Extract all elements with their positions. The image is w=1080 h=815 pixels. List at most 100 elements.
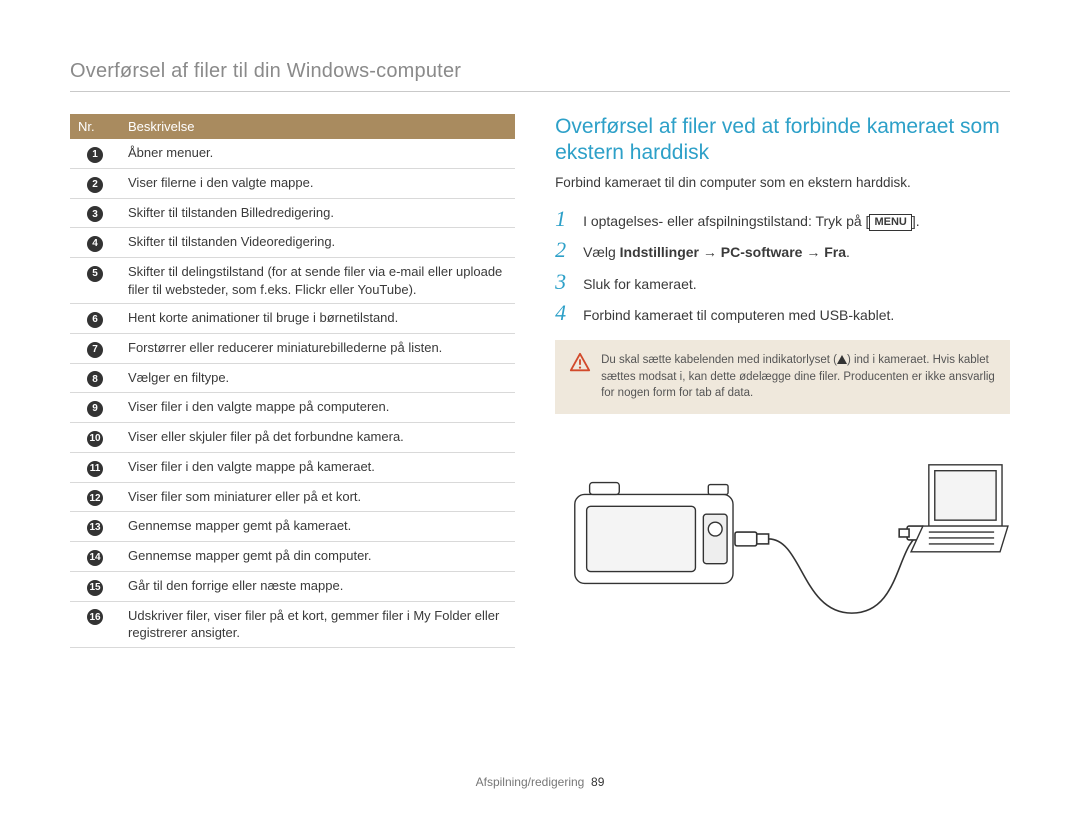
row-desc-cell: Åbner menuer. [120,139,515,168]
number-badge: 7 [87,342,103,358]
number-badge: 12 [87,490,103,506]
step-bold: Indstillinger [620,244,699,260]
step-bold: Fra [824,244,846,260]
page-number: 89 [591,775,604,789]
warning-text-part: Du skal sætte kabelenden med indikatorly… [601,354,837,366]
row-number-cell: 15 [70,571,120,601]
row-number-cell: 4 [70,228,120,258]
table-row: 14 Gennemse mapper gemt på din computer. [70,542,515,572]
table-row: 8 Vælger en filtype. [70,363,515,393]
row-number-cell: 3 [70,198,120,228]
row-desc-cell: Vælger en filtype. [120,363,515,393]
table-row: 10 Viser eller skjuler filer på det forbu… [70,423,515,453]
table-row: 11 Viser filer i den valgte mappe på kame… [70,452,515,482]
table-row: 9 Viser filer i den valgte mappe på compu… [70,393,515,423]
table-row: 3 Skifter til tilstanden Billedredigering… [70,198,515,228]
description-table: Nr. Beskrivelse 1Åbner menuer.2Viser fil… [70,114,515,648]
step-text: I optagelses- eller afspilningstilstand:… [583,213,869,229]
table-row: 12 Viser filer som miniaturer eller på et… [70,482,515,512]
row-desc-cell: Viser filerne i den valgte mappe. [120,168,515,198]
row-desc-cell: Skifter til delingstilstand (for at send… [120,258,515,304]
step-1: 1 I optagelses- eller afspilningstilstan… [555,208,1010,232]
page-footer: Afspilning/redigering 89 [0,775,1080,789]
step-list: 1 I optagelses- eller afspilningstilstan… [555,208,1010,326]
row-desc-cell: Viser filer i den valgte mappe på kamera… [120,452,515,482]
footer-section: Afspilning/redigering [476,775,585,789]
step-text: Vælg [583,244,620,260]
number-badge: 9 [87,401,103,417]
warning-box: Du skal sætte kabelenden med indikatorly… [555,340,1010,414]
step-body: Forbind kameraet til computeren med USB-… [583,302,894,326]
step-body: I optagelses- eller afspilningstilstand:… [583,208,920,232]
row-number-cell: 12 [70,482,120,512]
number-badge: 14 [87,550,103,566]
intro-text: Forbind kameraet til din computer som en… [555,175,1010,190]
row-desc-cell: Forstørrer eller reducerer miniaturebill… [120,333,515,363]
right-column: Overførsel af filer ved at forbinde kame… [555,114,1010,648]
row-number-cell: 2 [70,168,120,198]
row-desc-cell: Går til den forrige eller næste mappe. [120,571,515,601]
warning-icon [569,352,591,402]
row-number-cell: 14 [70,542,120,572]
section-heading: Overførsel af filer ved at forbinde kame… [555,114,1010,167]
arrow-icon: → [802,244,824,260]
table-row: 5 Skifter til delingstilstand (for at sen… [70,258,515,304]
table-row: 2Viser filerne i den valgte mappe. [70,168,515,198]
connection-illustration [555,434,1010,639]
table-row: 4 Skifter til tilstanden Videoredigering. [70,228,515,258]
number-badge: 11 [87,461,103,477]
number-badge: 10 [87,431,103,447]
number-badge: 3 [87,206,103,222]
row-desc-cell: Skifter til tilstanden Videoredigering. [120,228,515,258]
step-text: . [846,244,850,260]
row-desc-cell: Viser eller skjuler filer på det forbund… [120,423,515,453]
warning-text: Du skal sætte kabelenden med indikatorly… [601,352,996,402]
step-number: 2 [555,239,573,261]
row-number-cell: 13 [70,512,120,542]
number-badge: 15 [87,580,103,596]
number-badge: 8 [87,371,103,387]
triangle-up-icon [837,355,847,364]
two-column-layout: Nr. Beskrivelse 1Åbner menuer.2Viser fil… [70,114,1010,648]
left-column: Nr. Beskrivelse 1Åbner menuer.2Viser fil… [70,114,515,648]
table-header-desc: Beskrivelse [120,114,515,139]
row-number-cell: 8 [70,363,120,393]
row-desc-cell: Skifter til tilstanden Billedredigering. [120,198,515,228]
manual-page: Overførsel af filer til din Windows-comp… [0,0,1080,815]
row-number-cell: 7 [70,333,120,363]
row-number-cell: 16 [70,601,120,647]
row-desc-cell: Viser filer som miniaturer eller på et k… [120,482,515,512]
page-title: Overførsel af filer til din Windows-comp… [70,60,1010,92]
step-2: 2 Vælg Indstillinger → PC-software → Fra… [555,239,1010,263]
number-badge: 16 [87,609,103,625]
step-4: 4 Forbind kameraet til computeren med US… [555,302,1010,326]
step-number: 1 [555,208,573,230]
number-badge: 13 [87,520,103,536]
number-badge: 6 [87,312,103,328]
row-number-cell: 9 [70,393,120,423]
row-number-cell: 10 [70,423,120,453]
step-bold: PC-software [721,244,803,260]
row-number-cell: 5 [70,258,120,304]
row-desc-cell: Gennemse mapper gemt på kameraet. [120,512,515,542]
table-row: 15 Går til den forrige eller næste mappe. [70,571,515,601]
step-text: ]. [912,213,920,229]
step-number: 3 [555,271,573,293]
table-row: 7 Forstørrer eller reducerer miniaturebil… [70,333,515,363]
step-body: Sluk for kameraet. [583,271,697,295]
table-row: 13 Gennemse mapper gemt på kameraet. [70,512,515,542]
arrow-icon: → [699,244,721,260]
row-desc-cell: Hent korte animationer til bruge i børne… [120,304,515,334]
row-number-cell: 1 [70,139,120,168]
table-row: 6 Hent korte animationer til bruge i børn… [70,304,515,334]
number-badge: 4 [87,236,103,252]
row-number-cell: 6 [70,304,120,334]
row-desc-cell: Udskriver filer, viser filer på et kort,… [120,601,515,647]
step-body: Vælg Indstillinger → PC-software → Fra. [583,239,850,263]
row-number-cell: 11 [70,452,120,482]
row-desc-cell: Gennemse mapper gemt på din computer. [120,542,515,572]
table-row: 16 Udskriver filer, viser filer på et kor… [70,601,515,647]
number-badge: 5 [87,266,103,282]
row-desc-cell: Viser filer i den valgte mappe på comput… [120,393,515,423]
number-badge: 1 [87,147,103,163]
